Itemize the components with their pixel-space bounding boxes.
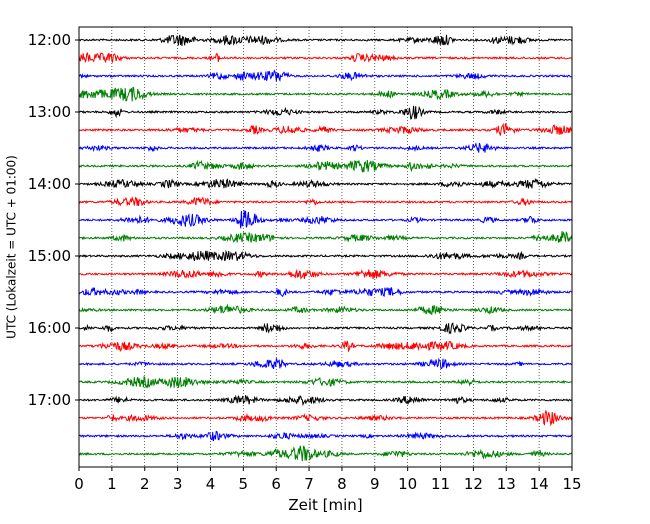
x-tick-label-6: 6 xyxy=(271,475,281,493)
trace-row-22 xyxy=(78,430,572,442)
trace-row-23 xyxy=(78,445,572,462)
trace-row-4 xyxy=(78,105,573,120)
x-tick-label-2: 2 xyxy=(140,475,150,493)
x-tick-label-0: 0 xyxy=(74,475,84,493)
trace-row-21 xyxy=(78,409,573,427)
trace-row-10 xyxy=(78,210,573,229)
x-tick-label-12: 12 xyxy=(464,475,483,493)
trace-row-19 xyxy=(78,375,572,389)
trace-row-16 xyxy=(78,322,573,335)
x-tick-label-4: 4 xyxy=(206,475,216,493)
y-axis-ticks: 12:00 13:00 14:00 15:00 16:00 17:00 xyxy=(28,31,79,409)
y-tick-label-2: 14:00 xyxy=(28,175,71,193)
x-tick-label-7: 7 xyxy=(304,475,314,493)
trace-row-18 xyxy=(78,357,573,370)
trace-row-15 xyxy=(78,303,573,316)
y-tick-label-1: 13:00 xyxy=(28,103,71,121)
trace-row-8 xyxy=(78,177,572,189)
trace-row-7 xyxy=(78,159,573,173)
trace-row-6 xyxy=(78,142,573,153)
y-tick-label-5: 17:00 xyxy=(28,391,71,409)
y-tick-label-0: 12:00 xyxy=(28,31,71,49)
trace-row-2 xyxy=(78,69,572,82)
x-tick-label-13: 13 xyxy=(497,475,516,493)
x-axis-label: Zeit [min] xyxy=(288,496,362,514)
trace-row-11 xyxy=(78,231,573,243)
trace-row-12 xyxy=(78,249,572,262)
y-tick-label-4: 16:00 xyxy=(28,319,71,337)
x-tick-label-1: 1 xyxy=(107,475,117,493)
y-tick-label-3: 15:00 xyxy=(28,247,71,265)
x-tick-label-3: 3 xyxy=(173,475,183,493)
y-axis-label: UTC (Lokalzeit = UTC + 01:00) xyxy=(5,155,19,339)
x-tick-label-10: 10 xyxy=(398,475,417,493)
x-tick-label-8: 8 xyxy=(337,475,347,493)
trace-row-0 xyxy=(78,34,573,46)
x-tick-label-9: 9 xyxy=(370,475,380,493)
x-tick-label-5: 5 xyxy=(239,475,249,493)
plot-frame xyxy=(78,26,573,468)
trace-row-9 xyxy=(78,195,573,207)
trace-row-14 xyxy=(78,286,572,298)
trace-row-5 xyxy=(78,122,573,136)
trace-row-1 xyxy=(78,52,573,64)
x-axis-ticks: 0 1 2 3 4 5 6 7 8 9 10 11 12 13 14 15 xyxy=(74,467,582,493)
trace-row-13 xyxy=(78,268,573,280)
trace-row-17 xyxy=(78,340,572,353)
x-tick-label-15: 15 xyxy=(562,475,581,493)
x-tick-label-11: 11 xyxy=(431,475,450,493)
vertical-grid xyxy=(111,27,540,467)
trace-row-20 xyxy=(78,394,572,407)
trace-rows xyxy=(78,34,573,462)
x-tick-label-14: 14 xyxy=(530,475,549,493)
trace-row-3 xyxy=(78,86,573,102)
